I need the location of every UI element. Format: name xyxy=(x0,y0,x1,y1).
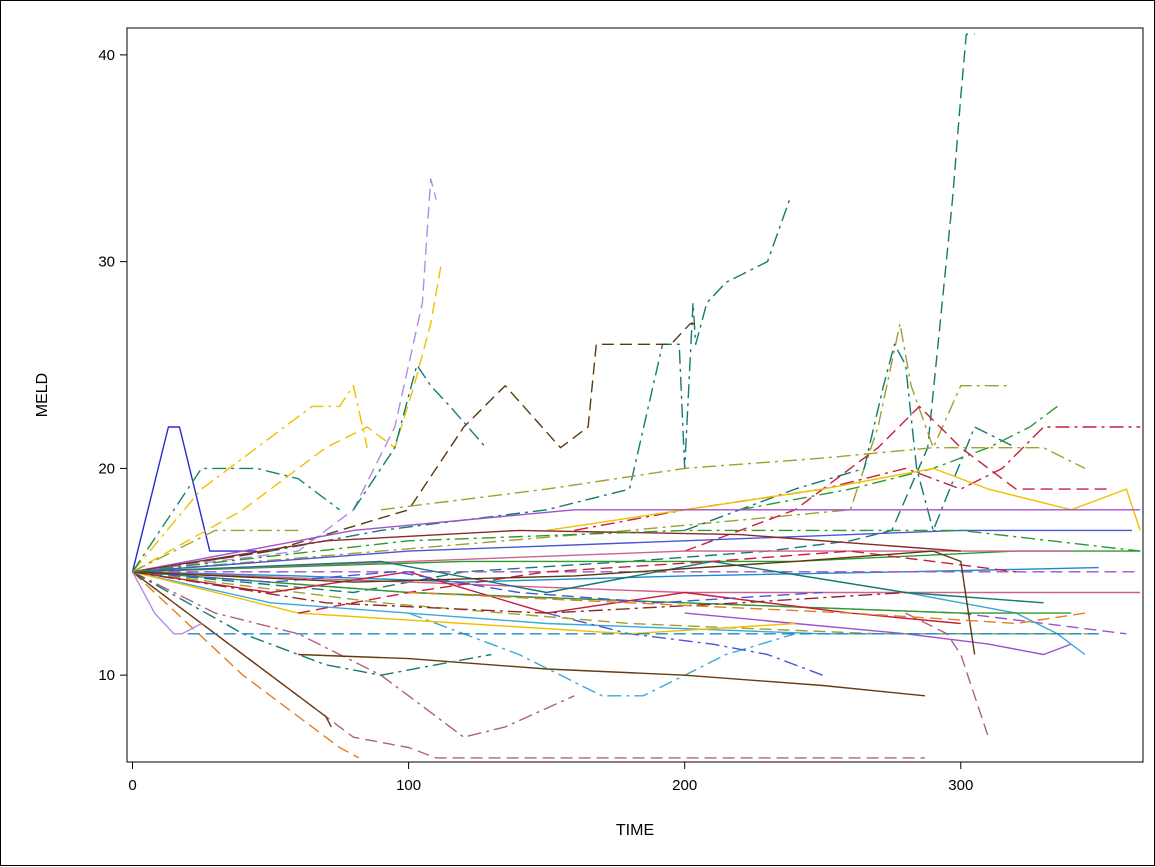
y-tick-label: 20 xyxy=(98,460,115,477)
series-line-2 xyxy=(132,33,975,594)
series-line-51 xyxy=(132,529,299,573)
series-line-37 xyxy=(132,571,1099,635)
series-line-13 xyxy=(574,426,1141,532)
series-line-20 xyxy=(132,550,1072,573)
series-line-33 xyxy=(546,612,823,676)
series-line-3 xyxy=(132,199,791,573)
series-line-49 xyxy=(132,571,906,614)
series-line-6 xyxy=(132,261,443,573)
series-line-7 xyxy=(131,385,368,573)
x-axis: 0 100 200 300 xyxy=(128,762,973,794)
series-line-43 xyxy=(132,560,1044,604)
y-tick-label: 10 xyxy=(98,667,115,684)
series-line-29 xyxy=(408,612,796,697)
series-line-23 xyxy=(132,571,1072,635)
x-tick-label: 300 xyxy=(948,777,973,794)
x-tick-label: 0 xyxy=(128,777,136,794)
series-line-47 xyxy=(905,612,990,738)
series-line-16 xyxy=(546,467,1141,532)
series-line-17 xyxy=(132,509,1141,573)
series-line-27 xyxy=(132,571,332,728)
series-line-18 xyxy=(132,529,1132,573)
y-axis: 10 20 30 40 xyxy=(98,47,127,684)
series-line-4 xyxy=(132,323,699,573)
series-line-26 xyxy=(132,571,360,759)
series-line-30 xyxy=(298,653,925,697)
y-tick-label: 30 xyxy=(98,254,115,271)
x-axis-label: TIME xyxy=(616,822,654,839)
series-line-44 xyxy=(132,571,823,604)
series-line-12 xyxy=(739,405,1058,511)
series-line-9 xyxy=(352,364,487,511)
series-line-34 xyxy=(684,612,1072,656)
series-line-1 xyxy=(131,426,257,572)
y-axis-label: MELD xyxy=(34,373,51,417)
series-line-5 xyxy=(132,178,437,573)
series-line-11 xyxy=(684,343,1017,532)
series-line-31 xyxy=(132,571,492,676)
series-layer xyxy=(131,33,1141,759)
series-line-15 xyxy=(380,447,1086,511)
series-line-25 xyxy=(132,571,925,759)
series-line-28 xyxy=(132,571,575,738)
series-line-19 xyxy=(132,550,1141,573)
series-line-32 xyxy=(131,571,202,635)
series-line-40 xyxy=(132,571,796,635)
series-line-21 xyxy=(132,529,961,573)
plot-area-border xyxy=(126,27,1144,763)
series-line-50 xyxy=(408,591,1086,625)
series-line-46 xyxy=(132,550,976,655)
series-line-22 xyxy=(132,566,1099,583)
x-tick-label: 100 xyxy=(396,777,421,794)
series-line-8 xyxy=(131,467,341,573)
y-tick-label: 40 xyxy=(98,47,115,64)
series-line-14 xyxy=(684,405,1113,552)
x-tick-label: 200 xyxy=(672,777,697,794)
